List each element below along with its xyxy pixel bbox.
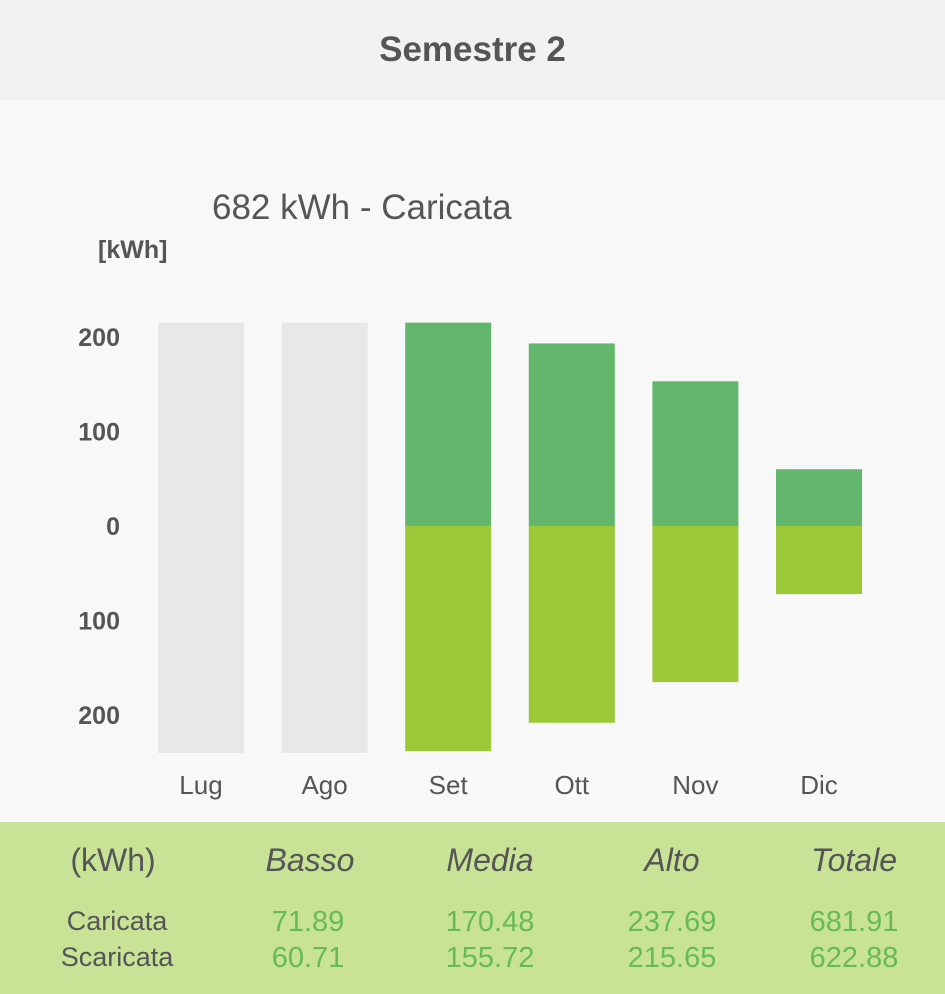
summary-scaricata-basso: 60.71	[271, 942, 345, 974]
summary-row-label-scaricata: Scaricata	[60, 942, 174, 972]
bar-scaricata-dic[interactable]	[776, 526, 862, 595]
summary-unit-header: (kWh)	[70, 842, 156, 878]
y-tick-label: 100	[78, 418, 120, 446]
page-title: Semestre 2	[379, 30, 566, 69]
x-tick-label-dic: Dic	[800, 770, 838, 800]
y-axis-unit-label: [kWh]	[98, 236, 168, 264]
summary-header-basso: Basso	[265, 842, 355, 878]
bar-chart: 200 100 0 100 200 Lug Ago Set Ott Nov Dic	[78, 322, 862, 800]
bar-scaricata-set[interactable]	[405, 526, 492, 752]
x-tick-label-set: Set	[429, 770, 469, 800]
summary-scaricata-alto: 215.65	[627, 942, 717, 974]
y-tick-label: 100	[78, 608, 120, 636]
bar-caricata-ott[interactable]	[528, 343, 615, 526]
summary-scaricata-media: 155.72	[445, 942, 535, 974]
x-tick-label-nov: Nov	[672, 770, 718, 800]
summary-scaricata-totale: 622.88	[809, 942, 899, 974]
bar-no-data-ago	[281, 322, 368, 754]
y-tick-label: 200	[78, 324, 120, 352]
summary-header-totale: Totale	[811, 842, 897, 878]
summary-caricata-media: 170.48	[445, 906, 535, 938]
summary-header-alto: Alto	[644, 842, 700, 878]
summary-header-media: Media	[446, 842, 534, 878]
bar-caricata-set[interactable]	[405, 322, 492, 526]
x-tick-label-ago: Ago	[301, 770, 347, 800]
y-tick-label: 0	[106, 513, 120, 541]
bar-scaricata-ott[interactable]	[528, 526, 615, 723]
summary-table: (kWh) Basso Media Alto Totale Caricata 7…	[0, 822, 945, 994]
x-tick-label-lug: Lug	[179, 770, 222, 800]
chart-title: 682 kWh - Caricata	[212, 188, 512, 227]
bar-scaricata-nov[interactable]	[652, 526, 739, 683]
summary-caricata-basso: 71.89	[271, 906, 345, 938]
x-tick-label-ott: Ott	[554, 770, 589, 800]
summary-caricata-alto: 237.69	[627, 906, 717, 938]
summary-row-label-caricata: Caricata	[66, 906, 168, 936]
bar-caricata-nov[interactable]	[652, 381, 739, 526]
summary-caricata-totale: 681.91	[809, 906, 899, 938]
bar-caricata-dic[interactable]	[776, 469, 862, 526]
y-tick-label: 200	[78, 702, 120, 730]
header-bar: Semestre 2	[0, 0, 945, 100]
bar-no-data-lug	[158, 322, 244, 754]
